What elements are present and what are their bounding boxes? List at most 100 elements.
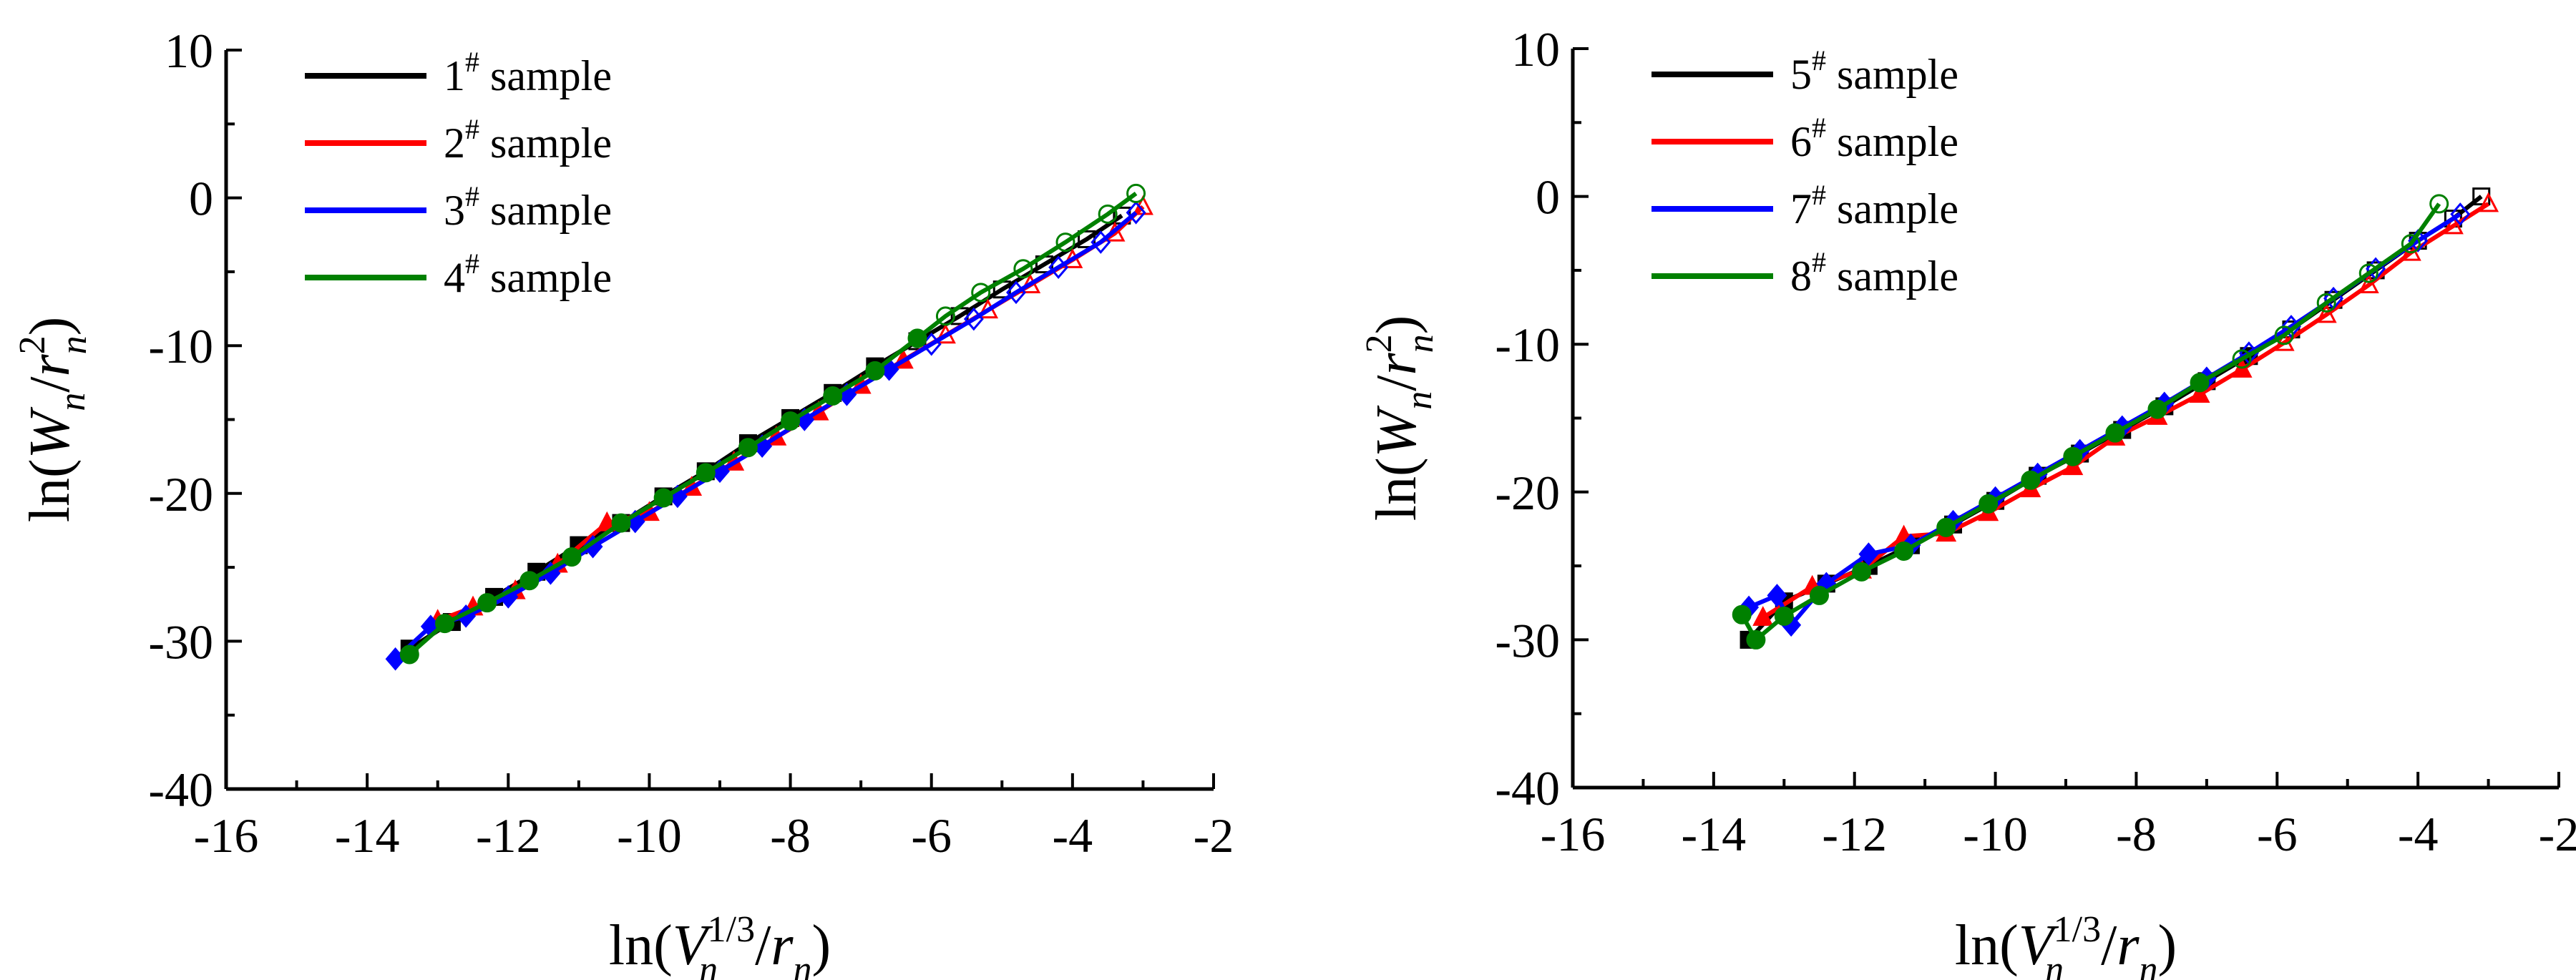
x-tick-label: -2 — [2539, 807, 2576, 861]
data-point — [738, 438, 758, 458]
x-axis-label-part: / — [755, 914, 771, 977]
legend-entry-rest: sample — [479, 119, 612, 167]
data-point — [2358, 273, 2379, 294]
legend-entry-num: 8 — [1790, 253, 1812, 300]
data-point — [435, 614, 455, 634]
data-point — [1098, 204, 1118, 224]
legend-entry-rest: sample — [479, 254, 612, 301]
x-tick-label: -12 — [1822, 807, 1887, 861]
data-point — [1746, 629, 1766, 650]
legend-entry-sup: # — [1812, 179, 1826, 211]
data-point — [2105, 423, 2125, 443]
data-point — [1126, 183, 1146, 203]
legend-entry-label: 1# sample — [444, 46, 612, 99]
data-point — [1091, 230, 1111, 254]
y-axis-label: ln(Wn/r2n) — [12, 317, 94, 523]
chart-panel-left: -16 -14 -12 -10 -8 -6 -4 -2100-10-20-30-40ln(V1… — [12, 24, 1234, 980]
data-point — [2189, 383, 2210, 403]
data-point — [1852, 562, 1872, 582]
legend-entry-rest: sample — [479, 52, 612, 99]
x-axis-label: ln(V1/3 n/rn) — [609, 909, 831, 980]
y-tick-label: 0 — [189, 172, 213, 226]
x-axis-label-part: ) — [2157, 914, 2177, 977]
y-axis-label-part: n — [54, 335, 94, 354]
y-axis-label-part: / — [19, 376, 82, 393]
legend-entry-num: 4 — [444, 254, 465, 301]
data-point — [1894, 541, 1914, 561]
data-point — [1858, 542, 1879, 566]
x-axis-label-part: n — [2045, 949, 2064, 980]
data-point — [1048, 255, 1069, 280]
legend-entry-num: 3 — [444, 187, 465, 234]
x-tick-label: -8 — [2116, 807, 2157, 861]
data-point — [2408, 229, 2429, 253]
data-point — [963, 307, 984, 331]
data-point — [823, 386, 843, 406]
data-point — [2478, 192, 2499, 212]
x-axis-label-part: V — [673, 914, 713, 977]
x-axis-label-part: n — [2139, 949, 2157, 980]
x-tick-label: -10 — [617, 808, 682, 863]
data-point — [971, 283, 991, 303]
data-point — [2147, 399, 2167, 419]
legend-entry-sup: # — [1812, 246, 1826, 278]
data-point — [1006, 280, 1026, 305]
x-tick-label: -8 — [770, 808, 811, 863]
legend-entry-sup: # — [465, 113, 479, 145]
data-point — [2429, 194, 2449, 214]
x-tick-label: -12 — [476, 808, 541, 863]
y-tick-label: -20 — [1495, 466, 1560, 520]
data-point — [2358, 263, 2379, 283]
legend-entry-label: 5# sample — [1790, 44, 1958, 98]
x-axis-label: ln(V1/3 n/rn) — [1955, 909, 2177, 980]
data-point — [865, 361, 885, 381]
x-axis-label-part: r — [771, 914, 794, 977]
legend-entry-rest: sample — [479, 187, 612, 234]
data-point — [907, 328, 927, 348]
x-axis-label-part: V — [2019, 914, 2059, 977]
legend-entry-label: 3# sample — [444, 180, 612, 234]
data-point — [2063, 446, 2083, 466]
y-axis-label: ln(Wn/r2n) — [1359, 315, 1441, 521]
y-axis-label-part: 2 — [1359, 334, 1400, 353]
data-point — [611, 513, 631, 533]
y-axis-label-part: W — [1365, 405, 1428, 457]
x-tick-label: -14 — [335, 808, 400, 863]
y-axis-label-part: r — [1365, 353, 1428, 376]
legend-entry-sup: # — [465, 180, 479, 212]
legend-entry-rest: sample — [1826, 118, 1958, 165]
y-tick-label: -10 — [148, 319, 213, 373]
x-axis-label-part: 1/3 — [708, 909, 755, 950]
data-point — [2316, 303, 2337, 323]
data-point — [399, 645, 419, 665]
x-axis-label-part: ln( — [1955, 914, 2019, 977]
data-point — [1767, 584, 1787, 607]
legend-entry-sup: # — [465, 248, 479, 280]
x-tick-label: -10 — [1963, 807, 2028, 861]
y-axis-label-part: n — [1400, 334, 1441, 353]
legend-entry-sup: # — [1812, 44, 1826, 77]
x-axis-label-part: / — [2101, 914, 2117, 977]
x-axis-label-part: n — [699, 949, 718, 980]
data-point — [519, 571, 540, 591]
chart-panel-right: -16 -14 -12 -10 -8 -6 -4 -2100-10-20-30-40ln(V1… — [1359, 22, 2576, 980]
data-point — [2450, 202, 2471, 226]
y-axis-label-part: / — [1365, 375, 1428, 391]
data-point — [1732, 604, 1752, 624]
y-axis-label-part: r — [19, 354, 82, 377]
legend-entry-rest: sample — [1826, 253, 1958, 300]
data-point — [1055, 232, 1075, 253]
y-tick-label: 0 — [1536, 170, 1560, 225]
legend-entry-label: 4# sample — [444, 248, 612, 301]
legend-entry-num: 5 — [1790, 51, 1812, 98]
data-point — [562, 547, 582, 567]
x-tick-label: -4 — [1053, 808, 1093, 863]
x-tick-label: -4 — [2398, 807, 2439, 861]
y-axis-label-part: n — [1399, 391, 1440, 410]
y-tick-label: -40 — [1495, 761, 1560, 815]
legend-entry-label: 7# sample — [1790, 179, 1958, 232]
x-axis-label-part: n — [793, 949, 811, 980]
data-point — [653, 488, 673, 508]
x-tick-label: -6 — [2257, 807, 2298, 861]
